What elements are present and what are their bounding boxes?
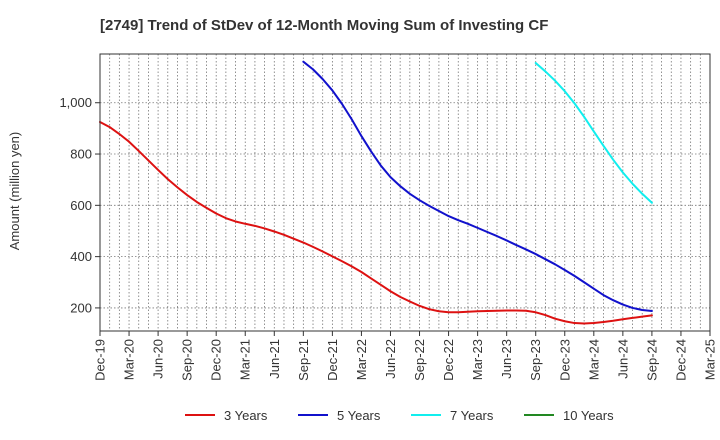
x-tick-label: Sep-22 xyxy=(412,339,427,381)
x-tick-label: Jun-22 xyxy=(383,339,398,379)
series-line xyxy=(534,61,653,204)
x-axis-ticks: Dec-19 Mar-20 Jun-20 Sep-20 Dec-20 Mar-21 Jun-… xyxy=(93,331,718,381)
x-tick-label: Mar-23 xyxy=(470,339,485,380)
y-tick-label: 200 xyxy=(70,300,92,315)
x-tick-label: Sep-23 xyxy=(528,339,543,381)
x-tick-label: Mar-24 xyxy=(586,339,601,380)
x-tick-label: Dec-24 xyxy=(673,339,688,381)
grid-layer xyxy=(99,54,711,331)
plot-area-frame xyxy=(99,53,711,332)
series-layer xyxy=(99,60,653,325)
x-tick-label: Sep-20 xyxy=(180,339,195,381)
chart-title: [2749] Trend of StDev of 12-Month Moving… xyxy=(100,17,548,34)
x-tick-label: Dec-19 xyxy=(93,339,108,381)
x-tick-label: Mar-22 xyxy=(354,339,369,380)
legend-label: 10 Years xyxy=(563,408,614,423)
series-line xyxy=(99,120,653,325)
legend-label: 3 Years xyxy=(224,408,268,423)
y-tick-label: 400 xyxy=(70,249,92,264)
x-tick-label: Mar-25 xyxy=(703,339,718,380)
y-tick-label: 600 xyxy=(70,198,92,213)
y-tick-label: 1,000 xyxy=(59,95,92,110)
x-tick-label: Dec-21 xyxy=(325,339,340,381)
x-tick-label: Mar-20 xyxy=(122,339,137,380)
x-tick-label: Jun-21 xyxy=(267,339,282,379)
y-axis-ticks: 200 400 600 800 1,000 xyxy=(59,95,100,315)
x-tick-label: Mar-21 xyxy=(238,339,253,380)
x-tick-label: Jun-24 xyxy=(615,339,630,379)
series-line xyxy=(302,60,653,312)
x-tick-label: Dec-20 xyxy=(209,339,224,381)
legend: 3 Years 5 Years 7 Years 10 Years xyxy=(185,408,614,423)
x-tick-label: Jun-20 xyxy=(151,339,166,379)
legend-label: 7 Years xyxy=(450,408,494,423)
y-tick-label: 800 xyxy=(70,147,92,162)
x-tick-label: Dec-22 xyxy=(441,339,456,381)
x-tick-label: Jun-23 xyxy=(499,339,514,379)
x-tick-label: Dec-23 xyxy=(557,339,572,381)
x-tick-label: Sep-24 xyxy=(644,339,659,381)
y-axis-label: Amount (million yen) xyxy=(7,132,22,251)
x-tick-label: Sep-21 xyxy=(296,339,311,381)
legend-label: 5 Years xyxy=(337,408,381,423)
